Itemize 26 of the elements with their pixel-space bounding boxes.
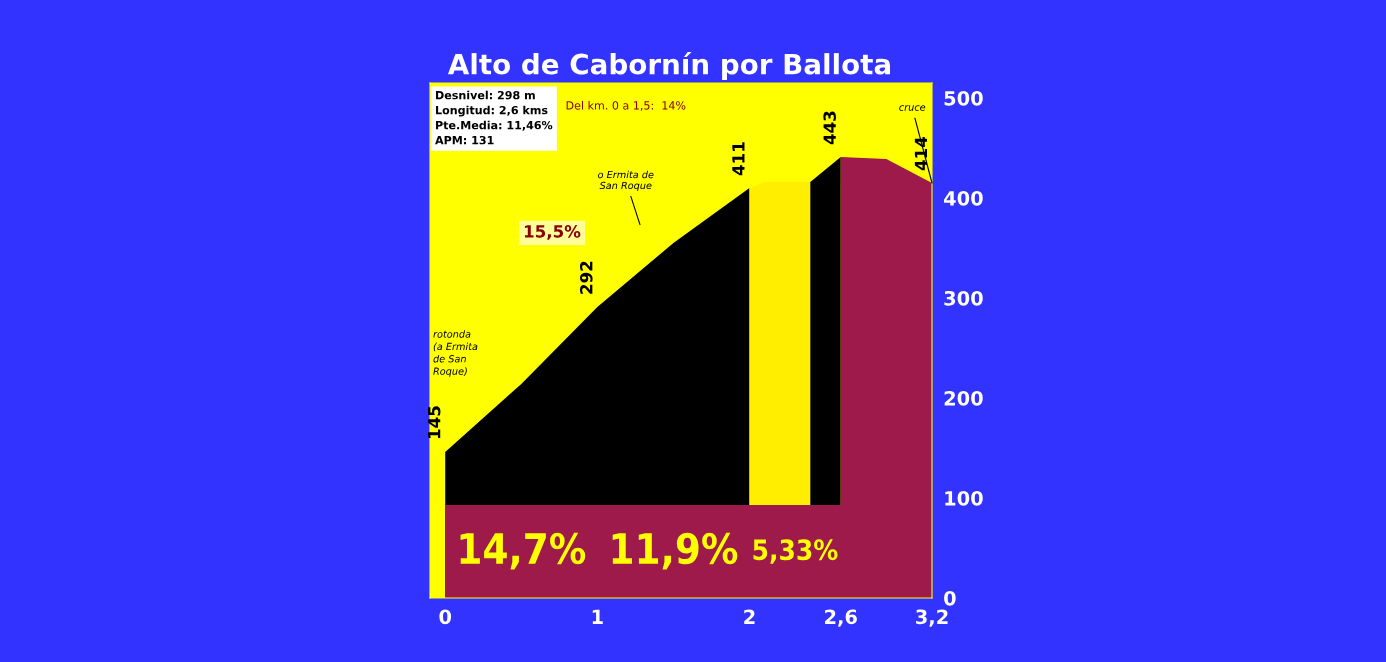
y-tick-label: 500 (944, 90, 983, 106)
y-tick-label: 200 (944, 390, 983, 406)
annotation: Desnivel: 298 m Longitud: 2,6 kms Pte.Media: 11,46% APM: 131 (435, 90, 553, 145)
annotation: 292 (579, 261, 593, 294)
y-tick-label: 400 (943, 190, 983, 206)
annotation: 414 (914, 136, 928, 171)
annotation: 5,33% (753, 539, 838, 564)
y-tick-label: 0 (944, 590, 956, 606)
annotation: Del km. 0 a 1,5: 14% (566, 101, 686, 111)
annotation: o Ermita de San Roque (598, 170, 654, 191)
y-tick-label: 100 (945, 490, 983, 506)
chart-title: Alto de Cabornín por Ballota (447, 52, 891, 80)
annotation: 15,5% (524, 225, 581, 240)
annotation: 411 (732, 142, 745, 176)
annotation: rotonda (a Ermita de San Roque) (433, 330, 478, 377)
annotation: 443 (823, 111, 836, 145)
x-tick-label: 1 (592, 609, 603, 624)
annotation: cruce (899, 105, 926, 111)
annotation: 145 (428, 406, 441, 439)
annotation: 11,9% (612, 532, 738, 570)
annotation: 14,7% (460, 532, 586, 570)
x-tick-label: 2 (744, 609, 755, 624)
x-tick-label: 2,6 (825, 609, 857, 627)
x-tick-label: 3,2 (916, 609, 948, 627)
y-tick-label: 300 (944, 290, 983, 306)
x-tick-label: 0 (439, 609, 452, 625)
